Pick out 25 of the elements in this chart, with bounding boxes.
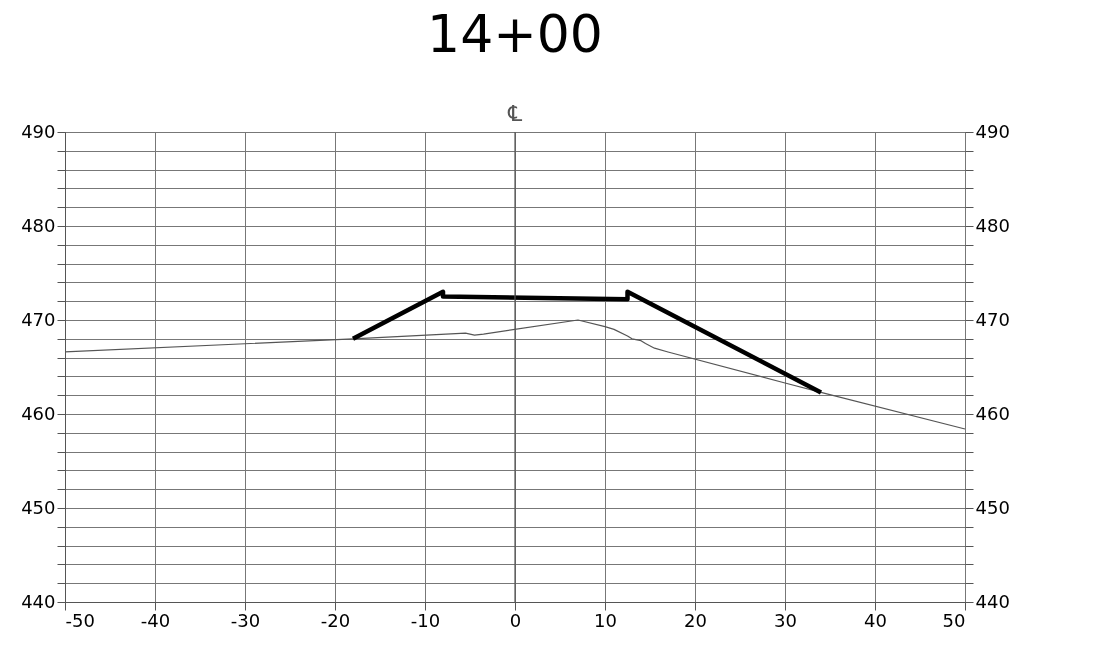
y-tick-label: 460 — [21, 402, 56, 424]
x-tick-label: -30 — [230, 609, 261, 631]
y2-tick-label: 440 — [975, 590, 1010, 612]
x-tick-label: -20 — [320, 609, 351, 631]
x-tick-label: 40 — [864, 609, 887, 631]
x-tick-label: -40 — [140, 609, 171, 631]
y2-tick-label: 480 — [975, 214, 1010, 236]
y-tick-label: 440 — [21, 590, 56, 612]
x-tick-label: 30 — [774, 609, 797, 631]
y2-tick-label: 490 — [975, 120, 1010, 142]
y-tick-label: 470 — [21, 308, 56, 330]
ref-line-label: ℄ — [506, 101, 523, 126]
x-tick-label: 50 — [942, 609, 966, 631]
y-tick-label: 480 — [21, 214, 56, 236]
x-tick-label: 20 — [684, 609, 707, 631]
x-tick-label: -50 — [65, 609, 95, 631]
y-tick-label: 490 — [21, 120, 56, 142]
chart-title: 14+00 — [427, 4, 603, 64]
x-tick-label: 10 — [594, 609, 617, 631]
y-tick-label: 450 — [21, 496, 56, 518]
y2-tick-label: 470 — [975, 308, 1010, 330]
x-tick-label: -10 — [410, 609, 441, 631]
y2-tick-label: 450 — [975, 496, 1010, 518]
y2-tick-label: 460 — [975, 402, 1010, 424]
x-tick-label: 0 — [509, 609, 522, 631]
